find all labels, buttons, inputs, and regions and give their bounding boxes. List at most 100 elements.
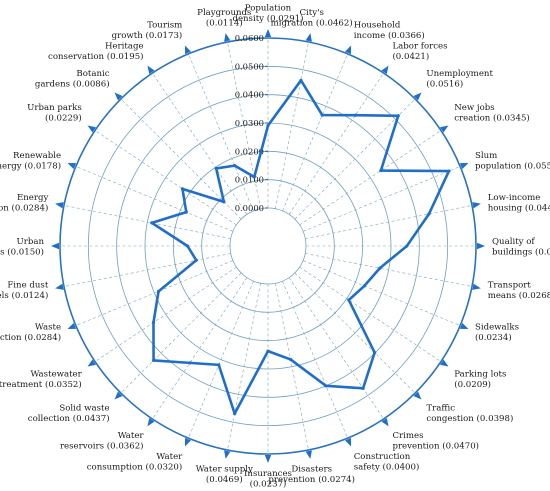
category-label-16-line-1: (0.0237): [250, 479, 287, 490]
data-point-27: [181, 187, 184, 190]
category-label-17-line-1: (0.0469): [206, 474, 243, 485]
category-label-13: Crimes prevention (0.0470): [392, 431, 479, 452]
category-label-24-line-0: Urban: [16, 237, 44, 247]
category-label-11-line-1: (0.0209): [454, 379, 491, 390]
spoke-layer: [51, 29, 485, 463]
category-label-5-line-1: creation (0.0345): [454, 113, 530, 124]
category-label-5: New jobs creation (0.0345): [454, 103, 530, 124]
category-label-26-line-0: Renewable: [13, 151, 61, 161]
category-label-12: Traffic congestion (0.0398): [426, 403, 513, 424]
tick-label-6: 0.0600: [235, 33, 264, 43]
category-label-9-line-1: means (0.0268): [488, 290, 550, 301]
axis-arrow-25: [55, 202, 63, 208]
category-label-31-line-0: Playgrounds: [197, 8, 251, 18]
category-label-1-line-1: migration (0.0462): [271, 17, 353, 28]
axis-arrow-0: [265, 29, 271, 37]
data-point-5: [379, 169, 382, 172]
category-label-4-line-0: Unemployment: [426, 69, 493, 79]
category-label-19-line-1: reservoirs (0.0362): [60, 441, 144, 452]
category-label-1-line-0: City's: [299, 8, 323, 18]
axis-arrow-23: [55, 284, 63, 290]
data-point-15: [289, 358, 292, 361]
category-label-20: Solid waste collection (0.0437): [28, 403, 110, 424]
category-label-23: Fine dustlevels (0.0124): [0, 280, 49, 301]
spoke-3: [289, 73, 383, 214]
category-label-3-line-0: Labor forces: [392, 41, 447, 51]
data-point-3: [354, 114, 357, 117]
category-label-22-line-0: Waste: [35, 322, 61, 332]
axis-arrow-1: [306, 33, 312, 41]
axis-arrow-24: [51, 243, 59, 249]
data-point-31: [253, 175, 256, 178]
category-label-11-line-0: Parking lots: [454, 369, 506, 379]
category-label-27-line-1: (0.0229): [45, 113, 82, 124]
category-label-21-line-1: treatment (0.0352): [0, 379, 82, 390]
tick-label-5: 0.0500: [235, 61, 264, 71]
spoke-11: [300, 267, 441, 361]
category-label-2-line-0: Household: [354, 21, 401, 31]
data-point-11: [347, 298, 350, 301]
spoke-2: [283, 54, 348, 211]
category-label-28-line-0: Botanic: [76, 69, 109, 79]
category-label-27: Urban parks (0.0229): [27, 103, 82, 124]
data-point-21: [152, 321, 155, 324]
category-label-29: Heritage conservation (0.0195): [48, 41, 144, 62]
category-label-layer: Population density (0.0291)City's migratio…: [0, 4, 550, 490]
category-label-4-line-1: (0.0516): [426, 79, 463, 90]
category-label-21-line-0: Wastewater: [30, 369, 82, 379]
data-point-29: [215, 167, 218, 170]
data-point-10: [363, 284, 366, 287]
category-label-11: Parking lots (0.0209): [454, 369, 506, 390]
data-point-20: [152, 359, 155, 362]
category-label-22-line-1: reduction (0.0284): [0, 332, 61, 343]
data-point-12: [373, 351, 376, 354]
spoke-19: [152, 278, 246, 419]
category-label-3-line-1: (0.0421): [392, 51, 429, 62]
category-label-8-line-1: buildings (0.0356): [492, 246, 550, 257]
category-label-26-line-1: energy (0.0178): [0, 161, 61, 172]
category-label-30-line-1: growth (0.0173): [112, 30, 183, 41]
category-label-30: Tourism growth (0.0173): [112, 21, 183, 42]
category-label-14-line-1: safety (0.0400): [354, 461, 420, 472]
category-label-26: Renewableenergy (0.0178): [0, 151, 61, 172]
category-label-10-line-0: Sidewalks: [475, 322, 519, 332]
data-point-22: [157, 290, 160, 293]
axis-arrow-31: [224, 33, 230, 41]
data-point-30: [233, 164, 236, 167]
data-point-4: [397, 114, 400, 117]
category-label-13-line-1: prevention (0.0470): [392, 441, 479, 452]
category-label-29-line-0: Heritage: [105, 41, 144, 51]
category-label-23-line-0: Fine dust: [7, 280, 49, 290]
category-label-10-line-1: (0.0234): [475, 332, 512, 343]
category-label-0-line-0: Population: [245, 4, 292, 14]
data-point-18: [217, 363, 220, 366]
data-point-13: [361, 387, 364, 390]
category-label-25-line-0: Energy: [17, 193, 49, 203]
axis-arrow-7: [472, 202, 480, 208]
category-label-9-line-0: Transport: [488, 280, 532, 290]
category-label-27-line-0: Urban parks: [27, 103, 82, 113]
category-label-9: Transport means (0.0268): [488, 280, 550, 301]
tick-label-4: 0.0400: [235, 90, 264, 100]
category-label-13-line-0: Crimes: [392, 431, 423, 441]
category-label-10: Sidewalks (0.0234): [475, 322, 519, 343]
category-label-14-line-0: Construction: [354, 452, 411, 462]
data-point-26: [185, 211, 188, 214]
category-label-28-line-1: gardens (0.0086): [35, 79, 110, 90]
category-label-25-line-1: consumption (0.0284): [0, 203, 48, 214]
data-point-24: [186, 244, 189, 247]
tick-label-3: 0.0300: [235, 118, 264, 128]
data-point-25: [150, 221, 153, 224]
category-label-2-line-1: income (0.0366): [354, 30, 425, 41]
tick-label-1: 0.0100: [235, 175, 264, 185]
data-point-28: [222, 200, 225, 203]
category-label-14: Construction safety (0.0400): [354, 452, 420, 473]
category-label-8-line-0: Quality of: [492, 237, 535, 247]
data-point-14: [324, 384, 327, 387]
category-label-7: Low-incomehousing (0.0445): [488, 193, 550, 214]
category-label-30-line-0: Tourism: [147, 21, 182, 31]
spoke-21: [95, 267, 236, 361]
category-label-6: Slumpopulation (0.0557): [475, 151, 550, 172]
category-label-7-line-0: Low-income: [488, 193, 541, 203]
